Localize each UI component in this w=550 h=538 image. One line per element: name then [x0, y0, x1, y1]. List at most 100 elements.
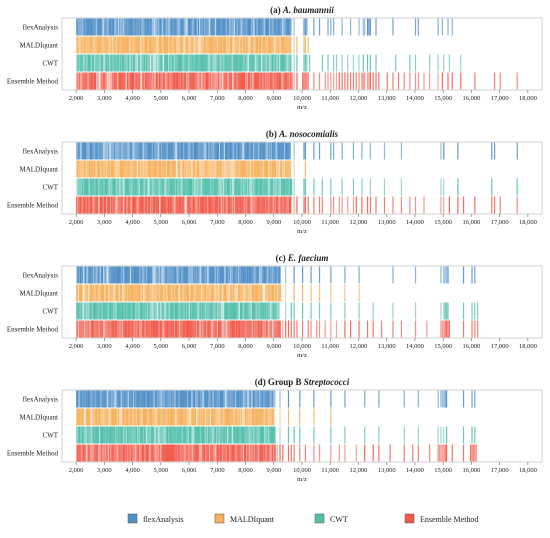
peak-line — [89, 178, 91, 196]
peak-line — [368, 18, 370, 36]
peak-line — [272, 444, 274, 462]
peak-line — [223, 266, 225, 284]
peak-line — [97, 320, 99, 338]
peak-line — [146, 302, 148, 320]
peak-line — [235, 54, 238, 72]
peak-line — [246, 266, 249, 284]
peak-line — [255, 408, 258, 426]
legend-swatch — [404, 513, 415, 524]
peak-line — [91, 178, 95, 196]
peak-line — [358, 302, 360, 320]
peak-line — [109, 284, 112, 302]
peak-line — [444, 444, 446, 462]
peak-line — [218, 320, 222, 338]
peak-line — [115, 426, 117, 444]
peak-line — [119, 142, 121, 160]
peak-line — [277, 284, 281, 302]
peak-line — [81, 408, 84, 426]
peak-line — [204, 444, 206, 462]
panel-4: (d) Group B StreptococciflexAnalysisMALD… — [7, 377, 543, 483]
peak-line — [125, 320, 128, 338]
peak-line — [209, 266, 212, 284]
peak-line — [270, 160, 274, 178]
peak-line — [204, 408, 207, 426]
peak-line — [225, 390, 227, 408]
peak-line — [209, 302, 211, 320]
peak-line — [155, 390, 158, 408]
peak-line — [177, 196, 179, 214]
peak-line — [98, 178, 102, 196]
peak-line — [255, 178, 257, 196]
peak-line — [321, 178, 323, 196]
peak-line — [91, 160, 93, 178]
peak-line — [264, 178, 267, 196]
peak-line — [122, 54, 125, 72]
peak-line — [132, 54, 135, 72]
peak-line — [193, 160, 195, 178]
peak-line — [231, 196, 234, 214]
peak-line — [119, 284, 122, 302]
peak-line — [124, 302, 127, 320]
peak-line — [198, 196, 201, 214]
peak-line — [179, 320, 182, 338]
peak-line — [141, 266, 144, 284]
peak-line — [471, 390, 473, 408]
peak-line — [272, 142, 274, 160]
peak-line — [184, 444, 187, 462]
row-label: MALDIquant — [20, 166, 59, 174]
peak-line — [249, 390, 252, 408]
peak-line — [236, 320, 238, 338]
peak-line — [171, 302, 174, 320]
peak-line — [288, 160, 291, 178]
peak-line — [214, 444, 216, 462]
peak-line — [130, 18, 132, 36]
peak-line — [156, 36, 159, 54]
peak-line — [181, 18, 184, 36]
peak-line — [196, 390, 198, 408]
peak-line — [417, 72, 419, 90]
peak-line — [96, 178, 99, 196]
peak-line — [185, 178, 189, 196]
peak-line — [101, 408, 103, 426]
peak-line — [115, 36, 118, 54]
peak-line — [233, 390, 235, 408]
peak-line — [261, 142, 264, 160]
peak-line — [228, 390, 231, 408]
peak-line — [160, 54, 163, 72]
peak-line — [131, 36, 133, 54]
peak-line — [248, 36, 250, 54]
peak-line — [229, 142, 231, 160]
peak-line — [82, 390, 85, 408]
peak-line — [228, 72, 231, 90]
peak-line — [127, 426, 130, 444]
peak-line — [98, 142, 100, 160]
x-tick-label: 11,000 — [321, 95, 339, 102]
peak-line — [259, 18, 261, 36]
peak-line — [81, 36, 83, 54]
peak-line — [126, 196, 129, 214]
peak-line — [91, 284, 94, 302]
peak-line — [234, 160, 236, 178]
peak-line — [184, 54, 186, 72]
peak-line — [274, 142, 277, 160]
peak-line — [352, 142, 355, 160]
peak-line — [280, 196, 282, 214]
peak-line — [152, 36, 155, 54]
peak-line — [286, 196, 288, 214]
peak-line — [182, 320, 186, 338]
peak-line — [215, 390, 218, 408]
peak-line — [264, 444, 266, 462]
series-maldiquant — [76, 284, 360, 302]
peak-line — [262, 284, 264, 302]
peak-line — [94, 426, 97, 444]
row-label: MALDIquant — [20, 290, 59, 298]
peak-line — [126, 426, 129, 444]
peak-line — [246, 302, 249, 320]
peak-line — [257, 36, 260, 54]
peak-line — [94, 302, 98, 320]
peak-line — [173, 160, 176, 178]
peak-line — [233, 408, 236, 426]
peak-line — [160, 444, 163, 462]
peak-line — [257, 426, 259, 444]
peak-line — [341, 178, 343, 196]
